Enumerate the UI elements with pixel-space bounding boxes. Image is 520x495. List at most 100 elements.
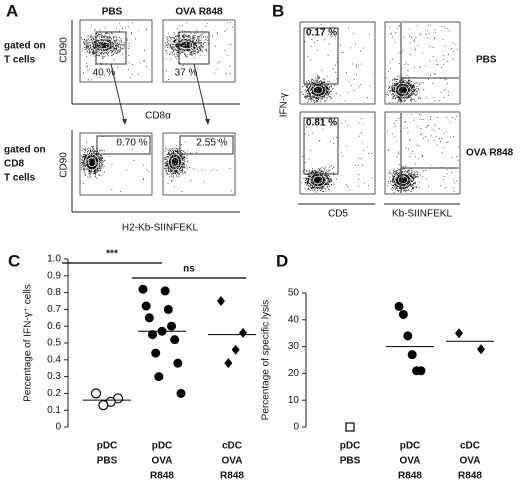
gate-label: 2.55 % xyxy=(196,138,227,149)
flow-events xyxy=(301,118,373,193)
contour xyxy=(398,175,408,185)
x-tick-label: pDC xyxy=(97,441,118,452)
y-tick-label: 0.2 xyxy=(47,388,61,399)
significance-label: *** xyxy=(106,249,118,260)
contour xyxy=(394,173,412,187)
flow-plot xyxy=(162,132,236,196)
flow-plot xyxy=(299,111,376,195)
x-tick-label: R848 xyxy=(458,471,482,482)
contour xyxy=(87,157,97,167)
axis-label: IFN-γ xyxy=(279,93,290,117)
axis-label: CD8α xyxy=(145,111,171,122)
axis-label: H2-Kb-SIINFEKL xyxy=(122,223,199,234)
axis-label: CD5 xyxy=(328,209,348,220)
contour xyxy=(313,175,323,185)
axis-label: CD90 xyxy=(59,152,70,178)
significance-label: ns xyxy=(183,264,195,275)
axis-label: CD90 xyxy=(59,37,70,63)
gate-label: 0.70 % xyxy=(116,138,147,149)
dot xyxy=(455,328,463,339)
contour xyxy=(398,85,408,95)
row-label: gated on xyxy=(4,145,46,156)
row-label: T cells xyxy=(4,173,36,184)
x-tick-label: R848 xyxy=(150,471,174,482)
row-label: CD8 xyxy=(4,159,24,170)
dot xyxy=(160,286,170,296)
gate-label: 37 % xyxy=(175,68,198,79)
axis-label: Kb-SIINFEKL xyxy=(392,209,452,220)
gate-label: 0.81 % xyxy=(306,118,337,129)
arrowhead xyxy=(205,119,210,125)
flow-events xyxy=(164,22,233,80)
gate-label: 40 % xyxy=(93,68,116,79)
flow-plot xyxy=(162,19,236,83)
gate xyxy=(303,27,339,85)
dot xyxy=(170,335,180,345)
y-tick-label: 50 xyxy=(288,288,300,299)
panel-label: A xyxy=(6,1,18,20)
arrow xyxy=(193,63,209,125)
y-tick-label: 0.8 xyxy=(47,287,61,298)
dot xyxy=(477,344,485,355)
y-tick-label: 0.1 xyxy=(47,405,61,416)
dot xyxy=(217,296,225,306)
x-tick-label: R848 xyxy=(398,471,422,482)
contour xyxy=(313,85,323,95)
x-tick-label: OVA xyxy=(400,456,421,467)
dot xyxy=(239,327,247,338)
y-tick-label: 0.9 xyxy=(47,270,61,281)
flow-plot xyxy=(79,19,153,83)
y-tick-label: 0 xyxy=(55,422,61,433)
y-tick-label: 40 xyxy=(288,314,300,325)
x-tick-label: OVA xyxy=(222,456,243,467)
gate xyxy=(178,31,210,65)
dot xyxy=(138,284,148,294)
dot xyxy=(163,304,173,314)
y-tick-label: 0.5 xyxy=(47,338,61,349)
gate xyxy=(303,117,339,175)
x-tick-label: pDC xyxy=(340,441,361,452)
dot xyxy=(98,400,109,411)
y-tick-label: 0 xyxy=(293,422,299,433)
dot xyxy=(154,372,164,382)
x-tick-label: PBS xyxy=(340,456,361,467)
y-tick-label: 0.6 xyxy=(47,321,61,332)
y-tick-label: 20 xyxy=(288,368,300,379)
dot xyxy=(148,330,157,340)
x-tick-label: pDC xyxy=(152,441,173,452)
dot xyxy=(345,422,355,432)
y-tick-label: 1.0 xyxy=(47,254,61,265)
dot xyxy=(151,348,161,358)
dot xyxy=(176,388,186,398)
row-label: gated on xyxy=(4,41,46,52)
flow-events xyxy=(386,24,458,104)
y-tick-label: 0.7 xyxy=(47,304,61,315)
contour xyxy=(394,83,412,97)
contour xyxy=(309,173,327,187)
contour xyxy=(170,157,180,167)
column-label: PBS xyxy=(102,7,123,18)
dot xyxy=(224,358,233,369)
panel-label: B xyxy=(272,1,284,20)
dot xyxy=(144,313,154,323)
contour xyxy=(90,38,116,52)
x-tick-label: pDC xyxy=(400,441,421,452)
arrow xyxy=(110,63,126,125)
y-tick-label: 0.4 xyxy=(47,354,61,365)
dot xyxy=(407,350,417,360)
axis-label: Percentage of specific lysis xyxy=(261,300,272,421)
gate-label: 0.17 % xyxy=(306,28,337,39)
column-label: OVA R848 xyxy=(175,7,223,18)
contour xyxy=(168,153,182,171)
y-tick-label: 0.3 xyxy=(47,371,61,382)
dot xyxy=(173,358,183,368)
flow-events xyxy=(81,136,150,192)
contour xyxy=(173,38,199,52)
dot xyxy=(90,388,102,399)
arrowhead xyxy=(122,119,127,125)
x-tick-label: cDC xyxy=(222,441,242,452)
axis-label: Percentage of IFN-γ⁺ cells xyxy=(23,284,34,402)
dot xyxy=(416,366,426,376)
x-tick-label: OVA xyxy=(460,456,481,467)
